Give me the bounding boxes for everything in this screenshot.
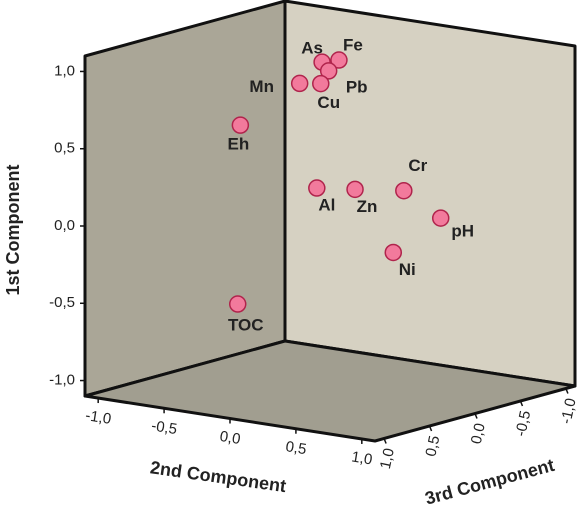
z-tick-label: -0,5 bbox=[512, 409, 534, 438]
point-label: Pb bbox=[346, 77, 368, 96]
point-label: Cr bbox=[408, 156, 427, 175]
point bbox=[395, 181, 413, 200]
point bbox=[384, 243, 403, 262]
point bbox=[308, 179, 326, 197]
point-label: As bbox=[301, 39, 323, 58]
z-tick bbox=[519, 400, 524, 407]
point-label: Ni bbox=[399, 260, 416, 279]
point-label: Cu bbox=[317, 93, 340, 112]
z-axis-title: 3rd Component bbox=[423, 455, 557, 509]
point-label: Al bbox=[318, 196, 335, 215]
x-tick-label: 0,0 bbox=[218, 428, 241, 448]
point-label: Mn bbox=[249, 77, 274, 96]
point bbox=[431, 209, 450, 227]
y-tick-label: 0,5 bbox=[54, 140, 75, 157]
y-tick-label: 0,0 bbox=[54, 217, 75, 234]
point-label: Eh bbox=[227, 135, 249, 154]
z-tick bbox=[383, 438, 387, 444]
y-axis-title: 1st Component bbox=[3, 164, 23, 295]
floor bbox=[83, 339, 577, 443]
point-label: TOC bbox=[228, 316, 264, 335]
z-tick bbox=[565, 388, 569, 394]
z-tick-label: 0,0 bbox=[468, 422, 489, 446]
point bbox=[330, 51, 348, 69]
point-label: Zn bbox=[357, 197, 378, 216]
z-tick bbox=[474, 413, 478, 419]
x-tick-label: -0,5 bbox=[150, 417, 178, 438]
left-wall bbox=[83, 0, 287, 398]
z-tick-label: 0,5 bbox=[422, 434, 443, 458]
x-tick-label: 1,0 bbox=[350, 448, 373, 468]
point bbox=[228, 295, 247, 313]
x-tick-label: -1,0 bbox=[84, 407, 112, 428]
plot-box bbox=[83, 0, 577, 443]
point-label: Fe bbox=[343, 36, 363, 55]
point bbox=[319, 62, 338, 80]
z-tick bbox=[428, 425, 433, 432]
z-tick-label: -1,0 bbox=[558, 397, 580, 426]
point bbox=[231, 116, 250, 134]
point bbox=[312, 74, 330, 93]
z-tick-label: 1,0 bbox=[377, 447, 398, 471]
y-tick-label: -0,5 bbox=[49, 294, 75, 311]
point-label: pH bbox=[451, 222, 474, 241]
y-tick-label: 1,0 bbox=[54, 62, 75, 79]
x-tick-label: 0,5 bbox=[284, 438, 307, 458]
point bbox=[346, 180, 364, 199]
point bbox=[290, 74, 309, 93]
x-axis-title: 2nd Component bbox=[149, 457, 287, 496]
y-tick-label: -1,0 bbox=[49, 372, 75, 389]
